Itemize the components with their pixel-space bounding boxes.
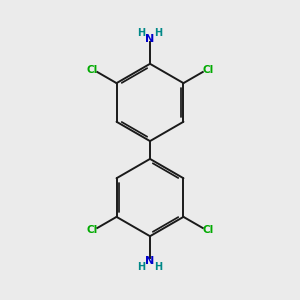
Text: N: N (146, 256, 154, 266)
Text: H: H (138, 262, 146, 272)
Text: Cl: Cl (202, 65, 214, 76)
Text: H: H (154, 262, 162, 272)
Text: Cl: Cl (202, 224, 214, 235)
Text: Cl: Cl (86, 65, 98, 76)
Text: H: H (138, 28, 146, 38)
Text: N: N (146, 34, 154, 44)
Text: H: H (154, 28, 162, 38)
Text: Cl: Cl (86, 224, 98, 235)
